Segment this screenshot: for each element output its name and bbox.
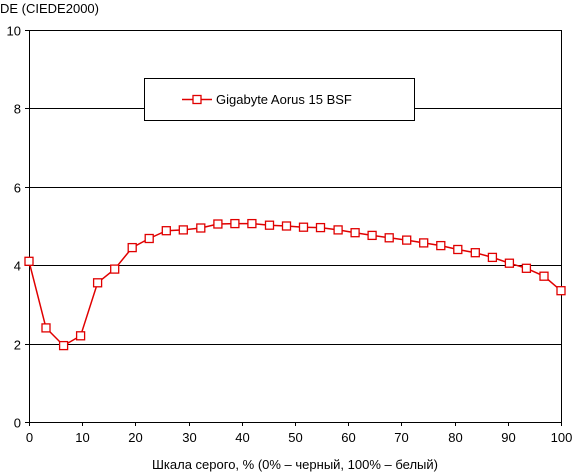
data-point-marker	[350, 228, 360, 238]
data-point-marker	[504, 258, 515, 268]
data-point-marker	[213, 219, 223, 229]
data-point-marker	[41, 323, 51, 333]
y-tick-label: 6	[14, 181, 21, 196]
data-point-marker	[402, 235, 412, 245]
data-point-marker	[247, 218, 257, 229]
data-point-marker	[487, 252, 498, 263]
legend-series-marker	[192, 94, 202, 105]
plot-area-border	[29, 30, 562, 423]
x-tick-label: 80	[448, 430, 462, 445]
data-point-marker	[539, 271, 549, 281]
series-group	[24, 218, 566, 351]
data-point-marker	[436, 240, 446, 251]
y-tick-label: 4	[14, 259, 21, 274]
data-point-marker	[178, 225, 188, 235]
data-point-marker	[196, 223, 206, 233]
data-point-marker	[281, 221, 292, 231]
data-point-marker	[367, 230, 377, 241]
x-tick-label: 60	[341, 430, 355, 445]
data-point-marker	[315, 222, 326, 233]
y-tick-label: 2	[14, 338, 21, 353]
data-point-marker	[24, 256, 34, 266]
x-tick-label: 30	[182, 430, 196, 445]
x-tick-label: 20	[128, 430, 142, 445]
data-point-marker	[110, 264, 120, 274]
y-tick-label: 0	[14, 416, 21, 431]
data-point-marker	[127, 242, 137, 253]
data-point-marker	[333, 225, 343, 235]
y-axis-ticks: 0 2 4 6 8 10	[7, 24, 29, 431]
y-tick-label: 8	[14, 102, 21, 117]
data-point-marker	[144, 233, 154, 244]
x-tick-label: 90	[501, 430, 515, 445]
data-point-marker	[556, 286, 566, 296]
data-point-marker	[161, 226, 171, 236]
data-point-marker	[453, 244, 463, 255]
x-tick-label: 70	[394, 430, 408, 445]
x-tick-label: 0	[26, 430, 33, 445]
data-point-marker	[419, 238, 429, 248]
data-point-marker	[230, 218, 240, 229]
x-tick-label: 100	[551, 430, 573, 445]
x-tick-label: 40	[235, 430, 249, 445]
x-axis-title: Шкала серого, % (0% – черный, 100% – бел…	[152, 457, 438, 472]
data-point-marker	[298, 222, 309, 232]
data-point-marker	[58, 340, 69, 351]
y-tick-label: 10	[7, 24, 21, 39]
x-tick-label: 50	[288, 430, 302, 445]
legend-series-label: Gigabyte Aorus 15 BSF	[216, 92, 352, 107]
series-line	[28, 222, 562, 347]
data-point-marker	[264, 220, 275, 230]
data-point-marker	[384, 233, 394, 243]
x-axis-ticks: 0 10 20 30 40 50 60 70 80 90 100	[26, 422, 572, 445]
x-tick-label: 10	[75, 430, 89, 445]
legend: Gigabyte Aorus 15 BSF	[144, 78, 415, 121]
y-axis-title: DE (CIEDE2000)	[0, 1, 99, 16]
data-point-marker	[92, 278, 103, 288]
data-point-marker	[470, 248, 480, 258]
data-point-marker	[75, 331, 86, 341]
data-point-marker	[521, 263, 532, 273]
